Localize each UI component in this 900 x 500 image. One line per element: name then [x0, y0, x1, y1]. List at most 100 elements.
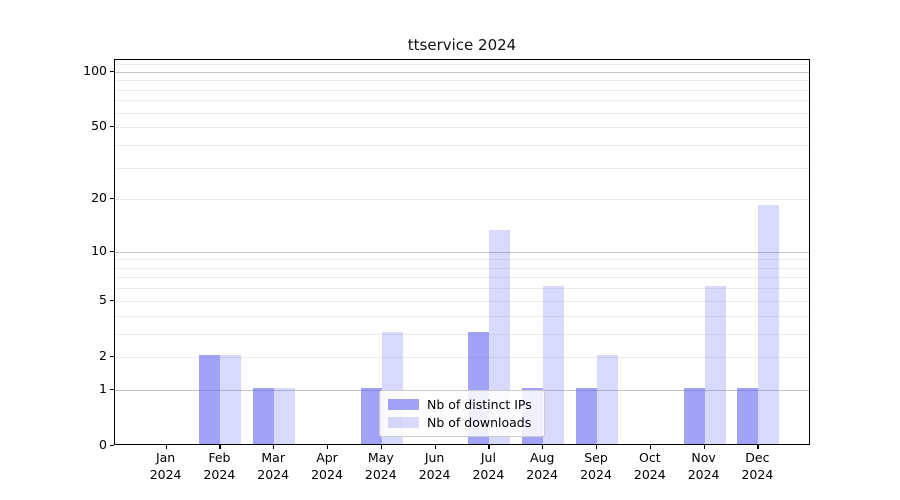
x-tick-mark: [703, 445, 705, 449]
x-tick-month: Jan: [155, 450, 176, 465]
x-tick-mark: [273, 445, 275, 449]
x-tick-label-mar: Mar 2024: [241, 449, 305, 483]
minor-gridline: [115, 89, 809, 91]
y-tick-mark: [110, 250, 114, 252]
bar-downloads-nov: [704, 286, 726, 444]
bar-downloads-sep: [597, 354, 618, 444]
x-tick-mark: [596, 445, 598, 449]
x-tick-label-jan: Jan 2024: [134, 449, 198, 483]
legend-label-downloads: Nb of downloads: [427, 415, 532, 431]
x-tick-year: 2024: [149, 467, 182, 482]
plot-area: [114, 59, 810, 445]
x-tick-month: Dec: [745, 450, 770, 465]
y-tick-label: 5: [99, 291, 107, 307]
minor-gridline: [115, 288, 809, 290]
bar-downloads-mar: [274, 387, 296, 444]
bar-downloads-aug: [543, 286, 565, 444]
minor-gridline: [115, 167, 809, 169]
x-tick-mark: [165, 445, 167, 449]
y-tick-mark: [110, 388, 114, 390]
x-tick-label-nov: Nov 2024: [672, 449, 736, 483]
minor-gridline: [115, 199, 809, 201]
x-tick-label-feb: Feb 2024: [187, 449, 251, 483]
x-tick-mark: [542, 445, 544, 449]
x-tick-month: Mar: [261, 450, 285, 465]
x-tick-label-may: May 2024: [349, 449, 413, 483]
y-tick-label: 0: [99, 437, 107, 452]
minor-gridline: [115, 333, 809, 335]
minor-gridline: [115, 277, 809, 279]
x-tick-mark: [649, 445, 651, 449]
x-tick-year: 2024: [311, 467, 343, 482]
y-tick-label: 50: [91, 118, 107, 134]
x-tick-month: Feb: [208, 450, 231, 465]
minor-gridline: [115, 64, 809, 66]
y-tick-mark: [110, 198, 114, 200]
major-gridline: [115, 71, 809, 73]
x-tick-label-oct: Oct 2024: [618, 449, 682, 483]
legend: Nb of distinct IPs Nb of downloads: [379, 390, 545, 437]
legend-item-downloads: Nb of downloads: [388, 415, 536, 430]
y-tick-label: 20: [91, 190, 107, 206]
x-tick-month: Apr: [316, 450, 338, 465]
bar-downloads-feb: [220, 354, 242, 444]
x-tick-month: Jul: [480, 450, 496, 465]
x-tick-label-aug: Aug 2024: [510, 449, 574, 483]
bar-distinct-ips-may: [360, 387, 382, 444]
x-tick-year: 2024: [364, 467, 397, 482]
x-tick-month: Sep: [584, 450, 608, 465]
y-tick-label: 10: [91, 242, 107, 258]
x-tick-mark: [380, 445, 382, 449]
minor-gridline: [115, 144, 809, 146]
x-tick-year: 2024: [580, 467, 612, 482]
x-tick-month: May: [367, 450, 394, 465]
x-tick-year: 2024: [472, 467, 505, 482]
x-tick-year: 2024: [526, 467, 559, 482]
x-tick-mark: [434, 445, 436, 449]
legend-label-distinct-ips: Nb of distinct IPs: [427, 396, 532, 412]
bar-distinct-ips-dec: [737, 387, 759, 444]
y-tick-mark: [110, 445, 114, 447]
minor-gridline: [115, 315, 809, 317]
y-tick-label: 100: [83, 62, 107, 78]
y-tick-label: 2: [99, 347, 107, 363]
x-tick-mark: [757, 445, 759, 449]
legend-item-distinct-ips: Nb of distinct IPs: [388, 397, 536, 412]
x-tick-mark: [327, 445, 329, 449]
legend-swatch-distinct-ips-icon: [388, 398, 419, 410]
y-tick-mark: [110, 355, 114, 358]
y-tick-mark: [110, 70, 114, 72]
x-tick-label-sep: Sep 2024: [564, 449, 628, 483]
bar-downloads-dec: [758, 205, 780, 444]
x-tick-year: 2024: [418, 467, 451, 482]
x-tick-year: 2024: [633, 467, 666, 482]
minor-gridline: [115, 80, 809, 82]
legend-swatch-downloads-icon: [388, 417, 419, 429]
x-tick-year: 2024: [741, 467, 774, 482]
x-tick-year: 2024: [203, 467, 236, 482]
x-tick-month: Oct: [638, 450, 661, 465]
x-tick-month: Jun: [424, 450, 445, 465]
x-tick-label-jul: Jul 2024: [456, 449, 520, 483]
major-gridline: [115, 251, 809, 253]
bar-distinct-ips-feb: [199, 354, 221, 444]
x-tick-mark: [219, 445, 221, 449]
bar-distinct-ips-sep: [576, 387, 597, 444]
x-tick-label-jun: Jun 2024: [403, 449, 467, 483]
x-tick-month: Aug: [529, 450, 555, 465]
chart-title: ttservice 2024: [407, 36, 517, 54]
bar-distinct-ips-mar: [253, 387, 275, 444]
bar-distinct-ips-nov: [683, 387, 705, 444]
minor-gridline: [115, 300, 809, 302]
x-tick-month: Nov: [691, 450, 716, 465]
minor-gridline: [115, 100, 809, 102]
y-tick-mark: [110, 299, 114, 301]
minor-gridline: [115, 267, 809, 269]
x-tick-label-dec: Dec 2024: [725, 449, 789, 483]
x-tick-mark: [488, 445, 490, 449]
minor-gridline: [115, 112, 809, 114]
minor-gridline: [115, 356, 809, 358]
x-tick-label-apr: Apr 2024: [295, 449, 359, 483]
minor-gridline: [115, 259, 809, 261]
